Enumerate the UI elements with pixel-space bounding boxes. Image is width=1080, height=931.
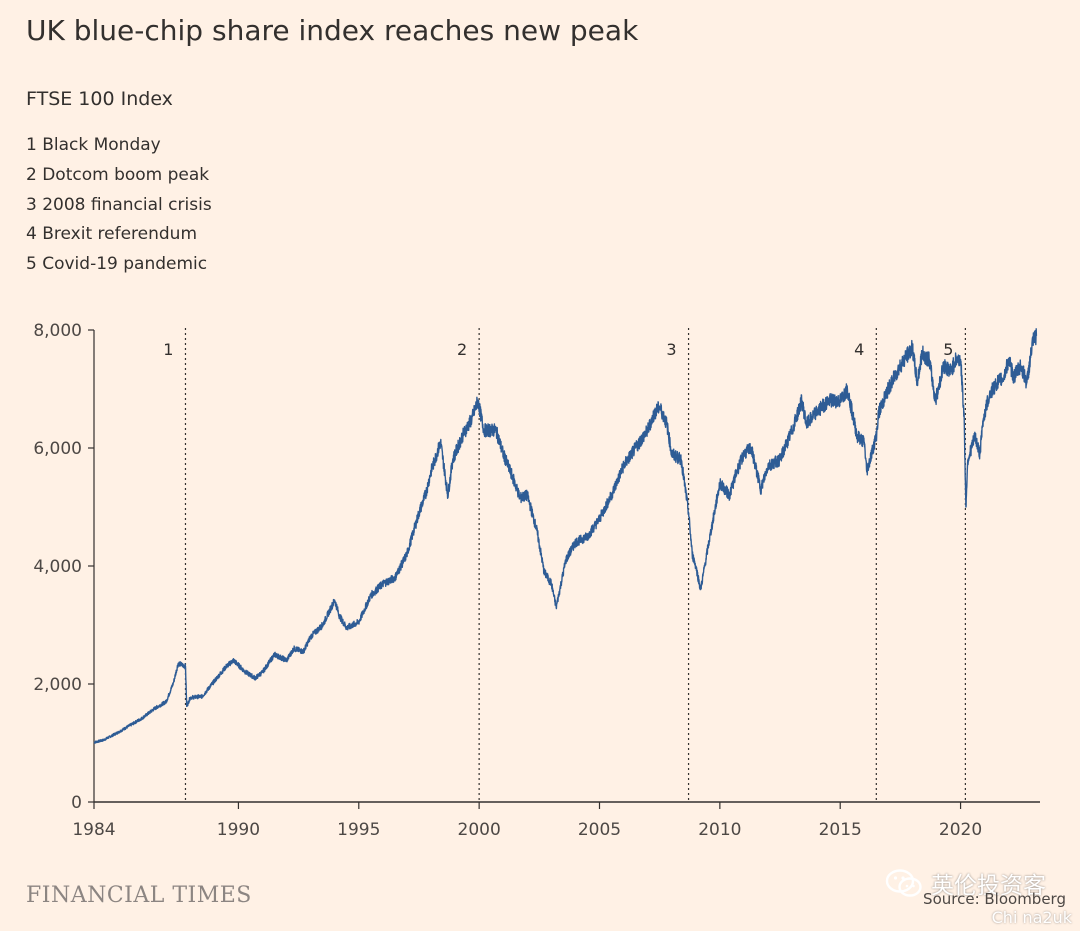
- event-legend-item: 1 Black Monday: [26, 135, 161, 155]
- event-legend-item: 2 Dotcom boom peak: [26, 164, 210, 185]
- watermark: 英伦投资客: [885, 866, 1046, 900]
- watermark-text: 英伦投资客: [931, 873, 1046, 899]
- x-tick-label: 2010: [698, 820, 741, 840]
- event-marker-label: 1: [163, 340, 173, 359]
- x-tick-label: 1984: [72, 820, 115, 840]
- x-tick-label: 2005: [578, 820, 621, 840]
- watermark-subtext: Chi na2uk: [991, 908, 1072, 927]
- y-tick-label: 6,000: [33, 439, 82, 459]
- y-tick-label: 8,000: [33, 321, 82, 341]
- event-marker-label: 4: [854, 340, 864, 359]
- x-tick-label: 1995: [337, 820, 380, 840]
- chart-subtitle: FTSE 100 Index: [26, 88, 173, 110]
- chart-title: UK blue-chip share index reaches new pea…: [26, 14, 639, 47]
- y-tick-label: 0: [71, 793, 82, 813]
- event-legend: 1 Black Monday 2 Dotcom boom peak 3 2008…: [26, 131, 212, 280]
- ftse-100-series-line: [93, 328, 1038, 744]
- event-marker-label: 5: [943, 340, 953, 359]
- y-tick-label: 2,000: [33, 675, 82, 695]
- financial-times-logo: FINANCIAL TIMES: [26, 883, 252, 908]
- event-legend-item: 4 Brexit referendum: [26, 224, 198, 245]
- y-tick-label: 4,000: [33, 557, 82, 577]
- event-marker-label: 2: [457, 340, 467, 359]
- x-tick-label: 1990: [217, 820, 260, 840]
- x-tick-label: 2020: [939, 820, 982, 840]
- event-legend-item: 5 Covid-19 pandemic: [26, 254, 208, 275]
- x-tick-label: 2015: [819, 820, 862, 840]
- x-tick-label: 2000: [458, 820, 501, 840]
- wechat-icon: [885, 869, 922, 897]
- source-note: Source: Bloomberg: [923, 890, 1066, 908]
- event-marker-label: 3: [666, 340, 676, 359]
- event-legend-item: 3 2008 financial crisis: [26, 194, 212, 215]
